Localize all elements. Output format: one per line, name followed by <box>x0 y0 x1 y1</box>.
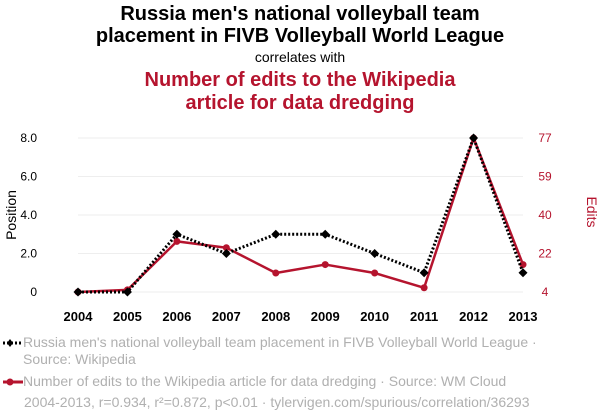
data-point-edits <box>420 284 428 292</box>
data-point-position <box>469 133 479 143</box>
x-tick-label: 2011 <box>410 309 438 324</box>
data-point-edits <box>272 269 280 277</box>
footer-stats: 2004-2013, r=0.934, r²=0.872, p<0.01 · t… <box>24 394 530 410</box>
x-tick-label: 2013 <box>509 309 538 324</box>
data-point-position <box>122 287 132 297</box>
data-point-position <box>221 249 231 258</box>
y-right-tick-label: 4 <box>542 285 549 299</box>
data-point-position <box>419 268 429 278</box>
y-left-tick-label: 2.0 <box>20 247 37 261</box>
y-right-axis-title: Edits <box>584 196 600 227</box>
y-right-tick-label: 77 <box>538 131 552 145</box>
legend-marker-series2 <box>3 378 23 386</box>
x-tick-label: 2006 <box>162 309 191 324</box>
x-tick-label: 2009 <box>311 309 340 324</box>
data-point-position <box>320 229 330 239</box>
y-left-tick-label: 4.0 <box>20 208 37 222</box>
y-right-tick-label: 59 <box>538 170 552 184</box>
series-line-edits <box>77 136 525 294</box>
chart-subtitle-line1: Number of edits to the Wikipedia <box>144 69 456 91</box>
x-tick-label: 2004 <box>64 309 94 324</box>
series-line-position <box>78 133 525 294</box>
data-point-edits <box>371 269 379 277</box>
chart-title: Russia men's national volleyball team pl… <box>0 3 600 47</box>
data-point-edits <box>321 261 329 269</box>
chart-title-line1: Russia men's national volleyball team <box>120 3 480 25</box>
data-point-position <box>73 287 83 297</box>
x-tick-label: 2008 <box>261 309 290 324</box>
data-point-position <box>370 249 380 258</box>
legend-label-series2: Number of edits to the Wikipedia article… <box>23 373 507 389</box>
data-point-edits <box>222 244 230 252</box>
chart-title-line2: placement in FIVB Volleyball World Leagu… <box>95 25 505 47</box>
data-point-position <box>518 268 528 278</box>
data-point-position <box>172 229 182 239</box>
y-right-tick-label: 22 <box>538 247 552 261</box>
chart-subtitle: Number of edits to the Wikipedia article… <box>0 69 600 115</box>
x-tick-label: 2010 <box>360 309 389 324</box>
data-point-edits <box>519 261 527 269</box>
y-right-tick-label: 40 <box>538 208 552 222</box>
x-tick-label: 2005 <box>113 309 142 324</box>
y-left-tick-label: 6.0 <box>20 170 37 184</box>
y-left-tick-label: 8.0 <box>20 131 37 145</box>
legend-label-series1: Russia men's national volleyball team pl… <box>23 334 537 367</box>
x-tick-label: 2007 <box>212 309 241 324</box>
data-point-position <box>271 229 281 239</box>
legend-marker-series1 <box>3 339 23 347</box>
y-left-tick-label: 0 <box>30 285 37 299</box>
y-left-axis-title: Position <box>3 190 19 240</box>
chart-subtitle-line2: article for data dredging <box>185 92 415 114</box>
correlates-label: correlates with <box>254 49 346 65</box>
data-point-edits <box>173 237 181 245</box>
x-tick-label: 2012 <box>459 309 488 324</box>
